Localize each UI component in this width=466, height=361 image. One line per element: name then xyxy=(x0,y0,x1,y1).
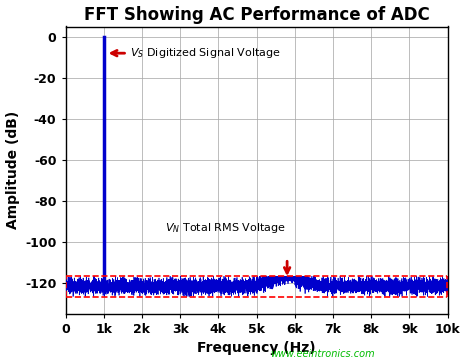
Title: FFT Showing AC Performance of ADC: FFT Showing AC Performance of ADC xyxy=(84,5,429,23)
Text: $V_N$ Total RMS Voltage: $V_N$ Total RMS Voltage xyxy=(165,221,286,235)
Text: $V_S$ Digitized Signal Voltage: $V_S$ Digitized Signal Voltage xyxy=(130,46,281,60)
Text: www.eeintronics.com: www.eeintronics.com xyxy=(270,349,375,359)
X-axis label: Frequency (Hz): Frequency (Hz) xyxy=(197,342,316,356)
Y-axis label: Amplitude (dB): Amplitude (dB) xyxy=(6,111,20,229)
